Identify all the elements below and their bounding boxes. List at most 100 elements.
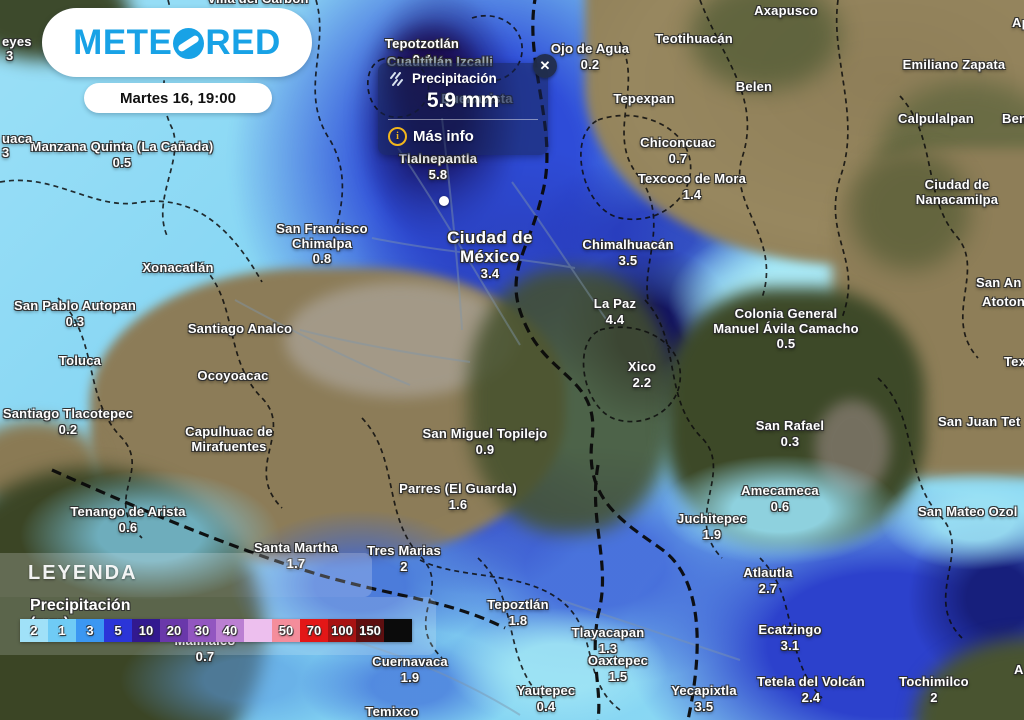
map-place-label: Xonacatlán — [142, 260, 214, 275]
more-info-button[interactable]: i Más info — [388, 127, 538, 146]
popup-title: Precipitación — [412, 71, 497, 86]
location-marker-dot — [439, 196, 449, 206]
rain-blob — [880, 470, 1024, 570]
terrain-patch — [880, 80, 1024, 220]
map-place-label: La Paz 4.4 — [593, 296, 637, 327]
rain-icon — [390, 71, 403, 86]
precipitation-value: 5.9 mm — [426, 89, 500, 112]
map-place-label: Amecameca 0.6 — [741, 483, 819, 514]
map-place-label: Tenango de Arista 0.6 — [70, 504, 186, 535]
rain-blob — [908, 508, 1024, 688]
meteored-logo[interactable]: METE RED — [42, 8, 312, 77]
map-place-label: Tepexpan — [613, 91, 675, 106]
terrain-patch — [815, 400, 890, 495]
map-place-label: San Pablo Autopan 0.3 — [13, 298, 137, 329]
map-place-label: San Francisco Chimalpa 0.8 — [276, 221, 368, 267]
legend-scale-segment: 40 — [216, 619, 244, 642]
legend-scale-segment: 150 — [356, 619, 384, 642]
map-place-label: Capulhuac de Mirafuentes — [185, 424, 273, 454]
map-place-label: Tlalnepantla 5.8 — [398, 151, 478, 182]
map-place-label: Texcoco de Mora 1.4 — [637, 171, 747, 202]
map-place-label: Ecatzingo 3.1 — [758, 622, 822, 653]
legend-scale-segment: 5 — [104, 619, 132, 642]
legend-scale-segment: 2 — [20, 619, 48, 642]
map-place-label: Parres (El Guarda) 1.6 — [399, 481, 517, 512]
map-place-label: Toluca — [58, 353, 102, 368]
legend-scale-segment: 30 — [188, 619, 216, 642]
map-place-label-fragment: eyes — [2, 34, 32, 49]
map-place-label: Yecapixtla 3.5 — [671, 683, 737, 714]
rain-blob — [448, 608, 668, 720]
map-place-label-fragment: San Mateo Ozol — [918, 504, 1018, 519]
map-place-label-fragment: uaca — [2, 131, 33, 146]
map-place-label-fragment: 3 — [2, 145, 10, 160]
map-place-label: Ocoyoacac — [197, 368, 269, 383]
map-place-label: Villa del Carbón — [108, 0, 408, 7]
terrain-patch — [90, 268, 565, 563]
map-place-label: Chimalhuacán 3.5 — [582, 237, 674, 268]
legend-scale-segment: 3 — [76, 619, 104, 642]
map-place-label: Tepoztlán 1.8 — [487, 597, 549, 628]
legend-scale-segment: 50 — [272, 619, 300, 642]
logo-text-right: RED — [205, 22, 281, 62]
terrain-patch — [665, 288, 925, 543]
map-place-label: San Miguel Topilejo 0.9 — [422, 426, 548, 457]
map-place-label: Atlautla 2.7 — [743, 565, 793, 596]
terrain-patch — [850, 150, 970, 270]
map-place-label: Xico 2.2 — [627, 359, 657, 390]
map-place-label-fragment: San Juan Tet — [938, 414, 1021, 429]
map-place-label: Santiago Tlacotepec 0.2 — [2, 406, 134, 437]
map-place-label-fragment: Ben — [1002, 111, 1024, 126]
datetime-text: Martes 16, 19:00 — [120, 89, 236, 107]
terrain-patch — [832, 148, 1024, 478]
map-place-label: Teotihuacán — [655, 31, 733, 46]
map-place-label: Ciudad de Nanacamilpa — [915, 177, 999, 207]
rain-blob — [525, 155, 785, 315]
map-place-label-fragment: San An — [976, 275, 1022, 290]
rain-blob — [355, 415, 595, 595]
terrain-patch — [585, 0, 1024, 265]
map-place-label: Yautepec 0.4 — [516, 683, 576, 714]
rain-blob — [668, 222, 928, 382]
map-place-label: Santiago Analco — [187, 321, 293, 336]
map-place-label: Tlayacapan 1.3 — [571, 625, 645, 656]
map-place-label: Juchitepec 1.9 — [677, 511, 747, 542]
legend-scale-segment: 100 — [328, 619, 356, 642]
map-place-label: Calpulalpan — [898, 111, 974, 126]
map-place-label: Colonia General Manuel Ávila Camacho 0.5 — [713, 306, 859, 352]
popup-close-button[interactable]: ✕ — [533, 54, 557, 78]
map-place-label: Ciudad de México 3.4 — [447, 228, 533, 282]
legend-title: LEYENDA — [28, 562, 138, 584]
terrain-patch — [915, 638, 1024, 720]
map-place-label: Temixco — [365, 704, 419, 719]
map-place-label: Emiliano Zapata — [902, 57, 1006, 72]
map-place-label-fragment: Tex — [1004, 354, 1024, 369]
terrain-patch — [468, 268, 673, 533]
rain-blob — [355, 145, 675, 385]
datetime-label: Martes 16, 19:00 — [84, 83, 272, 113]
map-place-label-fragment: 3 — [6, 48, 14, 63]
map-place-label: Cuernavaca 1.9 — [372, 654, 448, 685]
more-info-label: Más info — [413, 128, 474, 145]
map-place-label: Tochimilco 2 — [899, 674, 969, 705]
map-place-label: San Rafael 0.3 — [755, 418, 825, 449]
map-place-label-fragment: Atoton — [982, 294, 1024, 309]
map-place-label: Manzana Quinta (La Cañada) 0.5 — [30, 139, 214, 170]
terrain-patch — [285, 282, 515, 397]
map-place-label-fragment: A — [1014, 662, 1024, 677]
legend-scale-segment: 20 — [160, 619, 188, 642]
legend-scale-segment: 1 — [48, 619, 76, 642]
map-place-label: Belen — [735, 79, 773, 94]
precipitation-popup: Precipitación 5.9 mm i Más info ✕ — [378, 54, 557, 155]
meteored-logo-o-icon — [173, 28, 205, 59]
legend-scale-segment: 70 — [300, 619, 328, 642]
popup-title-row: Precipitación — [388, 71, 538, 86]
precipitation-color-scale: 2 1 3 5 10 20 30 40 50 70 100 150 — [20, 619, 412, 642]
legend-scale-segment — [384, 619, 412, 642]
logo-text-left: METE — [73, 22, 173, 62]
map-place-label: Tetela del Volcán 2.4 — [757, 674, 865, 705]
map-place-label: Axapusco — [754, 3, 818, 18]
terrain-patch — [0, 420, 100, 510]
legend-scale-segment — [244, 619, 272, 642]
